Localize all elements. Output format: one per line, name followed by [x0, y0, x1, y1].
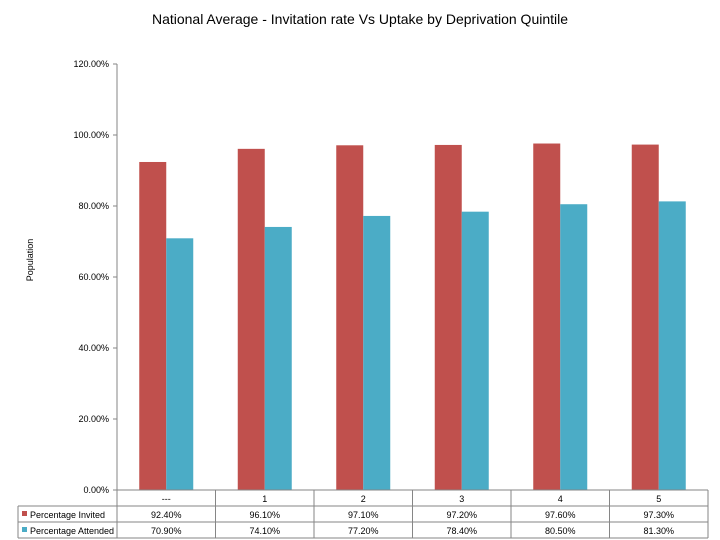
legend-swatch: [22, 527, 27, 532]
bar-percentage-invited: [336, 145, 364, 491]
y-tick-label: 40.00%: [78, 343, 109, 353]
bar-percentage-attended: [363, 215, 391, 490]
category-label: 1: [262, 494, 267, 504]
category-label: 4: [558, 494, 563, 504]
y-tick-label: 0.00%: [83, 485, 109, 495]
bar-percentage-invited: [139, 161, 167, 491]
data-label: 92.40%: [151, 510, 182, 520]
category-label: 3: [459, 494, 464, 504]
chart-title: National Average - Invitation rate Vs Up…: [152, 11, 568, 27]
y-tick-label: 20.00%: [78, 414, 109, 424]
data-label: 97.20%: [446, 510, 477, 520]
category-label: 5: [656, 494, 661, 504]
legend-label: Percentage Attended: [30, 526, 114, 536]
data-label: 80.50%: [545, 526, 576, 536]
bar-percentage-attended: [560, 204, 588, 490]
data-label: 78.40%: [446, 526, 477, 536]
data-label: 74.10%: [249, 526, 280, 536]
data-label: 97.10%: [348, 510, 379, 520]
bar-percentage-invited: [237, 148, 265, 490]
bar-percentage-invited: [434, 144, 462, 490]
data-label: 97.60%: [545, 510, 576, 520]
y-axis-ticks: 0.00% 20.00% 40.00% 60.00% 80.00% 100.00% 120.…: [73, 59, 118, 495]
y-tick-label: 120.00%: [73, 59, 109, 69]
bar-percentage-invited: [533, 143, 561, 490]
data-label: 96.10%: [249, 510, 280, 520]
data-label: 77.20%: [348, 526, 379, 536]
bar-percentage-attended: [461, 211, 489, 490]
bars: [139, 143, 686, 491]
y-tick-label: 80.00%: [78, 201, 109, 211]
data-label: 97.30%: [643, 510, 674, 520]
y-axis-label: Population: [25, 239, 35, 282]
legend-swatch: [22, 511, 27, 516]
data-table: --- 1 2 3 4 5 Percentage Invited 92.40% 96.10% 97…: [17, 489, 709, 539]
y-tick-label: 60.00%: [78, 272, 109, 282]
category-label: ---: [162, 494, 171, 504]
bar-percentage-attended: [658, 201, 686, 490]
data-label: 70.90%: [151, 526, 182, 536]
bar-percentage-attended: [264, 226, 292, 490]
bar-percentage-attended: [166, 238, 194, 490]
data-label: 81.30%: [643, 526, 674, 536]
y-tick-label: 100.00%: [73, 130, 109, 140]
legend-label: Percentage Invited: [30, 510, 105, 520]
bar-percentage-invited: [631, 144, 659, 490]
category-label: 2: [361, 494, 366, 504]
